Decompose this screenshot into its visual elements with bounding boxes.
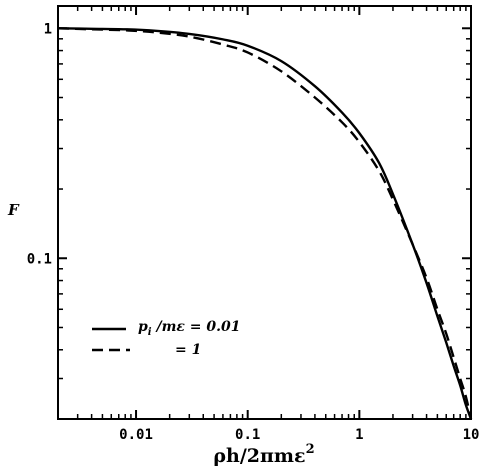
series-line-0: [57, 27, 473, 420]
legend-label-series-1: = 1: [175, 342, 201, 358]
x-tick-label: 10: [463, 427, 480, 443]
x-axis-title: ρh/2πmε2: [213, 442, 314, 467]
plot-frame: [57, 5, 472, 420]
legend: pi /mε = 0.01 = 1: [92, 319, 241, 358]
x-axis-title-superscript: 2: [306, 442, 315, 457]
series-layer: [57, 27, 473, 420]
axis-ticks: [57, 6, 472, 420]
legend-label-series-0: pi /mε = 0.01: [138, 319, 241, 338]
x-tick-label: 1: [355, 427, 363, 443]
y-axis-title: F: [7, 201, 20, 219]
y-tick-label: 0.1: [27, 251, 52, 267]
tick-labels: 0.01 0.1 1 10 0.1 1: [27, 21, 480, 443]
x-tick-label: 0.01: [119, 427, 153, 443]
series-line-1: [57, 27, 473, 420]
x-tick-label: 0.1: [235, 427, 260, 443]
legend-label-series-0-subscript: i: [148, 327, 152, 338]
y-tick-label: 1: [44, 21, 52, 37]
